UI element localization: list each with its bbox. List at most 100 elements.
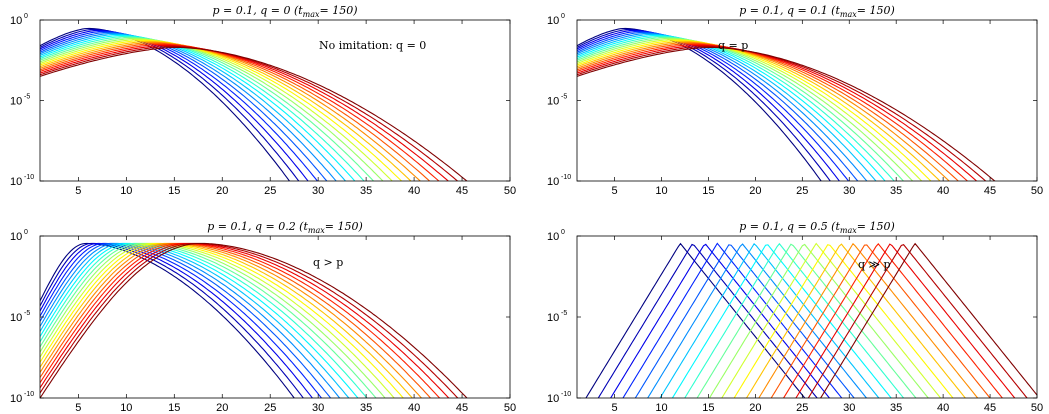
series-line-8 xyxy=(40,34,356,181)
y-tick-label: 10 -5 xyxy=(547,310,567,324)
title-end: = 150) xyxy=(857,220,895,233)
chart-title: p = 0.1, q = 0 (tmax= 150) xyxy=(212,4,357,19)
series-line-19 xyxy=(40,45,459,181)
series-line-16 xyxy=(40,242,432,398)
series-line-9 xyxy=(40,35,365,181)
y-tick-base: 10 xyxy=(10,96,22,108)
y-tick-base: 10 xyxy=(547,231,559,243)
x-tick-label: 15 xyxy=(168,185,180,197)
y-tick-label: 10 0 xyxy=(10,13,28,27)
x-tick-label: 25 xyxy=(796,402,808,414)
series-line-18 xyxy=(40,242,450,398)
series-line-10 xyxy=(40,36,375,181)
y-tick-base: 10 xyxy=(10,393,22,405)
series-line-11 xyxy=(40,242,386,398)
y-tick-base: 10 xyxy=(547,15,559,27)
series-line-13 xyxy=(577,39,932,181)
series-line-9 xyxy=(684,242,905,398)
x-tick-label: 30 xyxy=(312,185,324,197)
x-tick-label: 35 xyxy=(890,402,902,414)
series-line-1 xyxy=(40,242,295,398)
x-tick-label: 45 xyxy=(984,402,996,414)
series-line-15 xyxy=(40,242,423,398)
series-line-5 xyxy=(577,31,859,181)
x-tick-label: 5 xyxy=(75,185,81,197)
series-line-13 xyxy=(733,244,954,398)
series-line-14 xyxy=(745,243,967,398)
series-line-20 xyxy=(40,242,468,398)
y-tick-exponent: -10 xyxy=(24,391,34,398)
y-tick-label: 10 0 xyxy=(547,13,565,27)
axes-box xyxy=(576,235,1038,399)
series-line-3 xyxy=(610,243,831,398)
x-tick-label: 5 xyxy=(611,185,617,197)
y-tick-exponent: 0 xyxy=(24,13,28,20)
series-group xyxy=(40,27,468,181)
x-tick-label: 50 xyxy=(504,402,516,414)
y-tick-label: 10 -5 xyxy=(10,94,30,108)
title-end: = 150) xyxy=(857,4,895,17)
series-line-10 xyxy=(577,36,905,181)
x-tick-label: 10 xyxy=(655,185,667,197)
x-tick-label: 10 xyxy=(120,185,132,197)
y-tick-base: 10 xyxy=(547,393,559,405)
x-tick-label: 20 xyxy=(749,185,761,197)
x-tick-label: 30 xyxy=(843,402,855,414)
series-line-1 xyxy=(585,242,806,398)
series-line-17 xyxy=(40,242,441,398)
series-line-20 xyxy=(819,242,1037,398)
x-tick-label: 5 xyxy=(75,402,81,414)
series-line-14 xyxy=(577,40,941,181)
series-line-5 xyxy=(40,31,328,181)
title-end: = 150) xyxy=(325,220,363,233)
series-line-9 xyxy=(40,242,368,398)
series-line-3 xyxy=(40,242,314,398)
y-tick-exponent: -5 xyxy=(561,94,567,101)
series-line-10 xyxy=(40,242,377,398)
series-line-12 xyxy=(721,242,942,398)
series-group xyxy=(577,27,996,181)
y-tick-label: 10 -10 xyxy=(547,391,571,405)
series-line-7 xyxy=(40,33,347,181)
x-tick-label: 25 xyxy=(264,185,276,197)
series-line-15 xyxy=(40,41,421,181)
series-line-13 xyxy=(40,242,404,398)
annotation: q > p xyxy=(313,256,343,269)
series-line-19 xyxy=(807,243,1028,398)
series-line-19 xyxy=(40,242,459,398)
series-line-20 xyxy=(577,46,996,181)
series-line-11 xyxy=(40,37,384,181)
series-line-8 xyxy=(671,244,892,398)
y-tick-label: 10 -10 xyxy=(547,174,571,188)
series-line-6 xyxy=(577,32,868,181)
x-tick-label: 50 xyxy=(1031,185,1043,197)
x-tick-label: 50 xyxy=(1031,402,1043,414)
series-line-20 xyxy=(40,46,468,181)
x-tick-label: 20 xyxy=(216,185,228,197)
y-tick-base: 10 xyxy=(547,176,559,188)
y-tick-label: 10 -10 xyxy=(10,174,34,188)
series-line-12 xyxy=(40,242,395,398)
x-tick-label: 40 xyxy=(408,185,420,197)
x-tick-label: 45 xyxy=(984,185,996,197)
x-tick-label: 15 xyxy=(702,402,714,414)
chart-title: p = 0.1, q = 0.5 (tmax= 150) xyxy=(739,220,895,235)
title-subscript: max xyxy=(840,226,857,235)
chart-title: p = 0.1, q = 0.1 (tmax= 150) xyxy=(739,4,895,19)
x-tick-label: 25 xyxy=(264,402,276,414)
x-tick-label: 45 xyxy=(456,185,468,197)
series-line-7 xyxy=(40,242,350,398)
series-line-14 xyxy=(40,242,414,398)
x-tick-label: 25 xyxy=(796,185,808,197)
x-tick-label: 40 xyxy=(937,185,949,197)
series-line-13 xyxy=(40,39,403,181)
series-group xyxy=(585,242,1037,398)
y-tick-label: 10 -10 xyxy=(10,391,34,405)
y-tick-base: 10 xyxy=(547,312,559,324)
x-tick-label: 5 xyxy=(611,402,617,414)
series-line-16 xyxy=(577,42,959,181)
